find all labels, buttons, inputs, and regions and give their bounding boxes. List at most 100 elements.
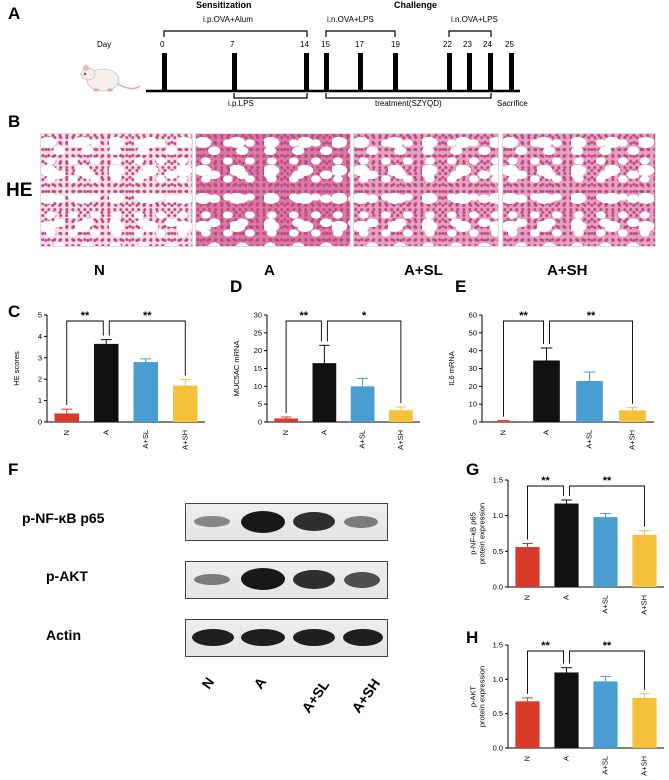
x-tick-label: N xyxy=(281,430,290,435)
significance-bracket xyxy=(527,650,564,694)
he-stain-label: HE xyxy=(6,180,33,201)
blot-strip-actin xyxy=(185,619,388,657)
panel-letter-d: D xyxy=(230,277,243,296)
panel-letter-g: G xyxy=(466,460,480,479)
significance-label: ** xyxy=(519,310,528,322)
panel-letter-a: A xyxy=(8,4,21,23)
y-axis-label: p-NF-κB p65 xyxy=(469,512,478,555)
y-tick-label: 5 xyxy=(38,311,42,320)
y-tick-label: 1.0 xyxy=(493,511,503,520)
group-label-a-sh: A+SH xyxy=(547,262,588,279)
bar xyxy=(94,343,119,422)
y-tick-label: 25 xyxy=(254,328,262,337)
y-tick-label: 20 xyxy=(469,382,477,391)
blot-lane-labels: N A A+SL A+SH xyxy=(198,674,383,716)
blot-lane-label-a: A xyxy=(250,674,269,691)
timeline-brackets xyxy=(163,30,492,99)
x-tick-label: N xyxy=(62,430,71,435)
y-tick-label: 0 xyxy=(38,418,42,427)
y-tick-label: 1.0 xyxy=(493,675,503,684)
histology-image-a-sl xyxy=(353,133,499,247)
y-tick-label: 15 xyxy=(254,364,262,373)
significance-label: ** xyxy=(587,310,596,322)
bar xyxy=(533,360,560,422)
significance-label: ** xyxy=(143,310,152,322)
bar xyxy=(593,517,618,587)
blot-strip-p-nfkb-p65 xyxy=(185,503,388,541)
x-tick-label: N xyxy=(523,756,532,761)
panel-letter-b: B xyxy=(8,112,21,131)
x-tick-label: A+SH xyxy=(396,430,405,450)
y-tick-label: 0 xyxy=(473,418,477,427)
y-tick-label: 0.0 xyxy=(493,744,503,753)
y-tick-label: 10 xyxy=(469,400,477,409)
group-label-a: A xyxy=(264,262,275,279)
day-tick-23: 23 xyxy=(463,40,472,49)
y-tick-label: 4 xyxy=(38,332,42,341)
significance-bracket xyxy=(285,320,322,414)
day-tick-7: 7 xyxy=(230,40,235,49)
chart-p-nfkb-p65-expression: 0.0 0.5 1.0 1.5 p-NF-κB p65 protein expressio… xyxy=(469,475,664,615)
blot-lane-label-a-sh: A+SH xyxy=(348,676,383,716)
bar xyxy=(593,681,618,748)
sensitization-label: Sensitization xyxy=(196,0,252,10)
y-tick-label: 20 xyxy=(254,346,262,355)
day-label: Day xyxy=(97,40,112,49)
y-tick-label: 3 xyxy=(38,353,42,362)
histology-image-n xyxy=(40,133,193,247)
day-tick-24: 24 xyxy=(483,40,492,49)
bar xyxy=(576,380,603,422)
significance-bracket xyxy=(108,320,186,376)
in-ova-lps-label-1: i.n.OVA+LPS xyxy=(327,15,374,24)
blot-label-p-nfkb-p65: p-NF-κB p65 xyxy=(22,510,105,526)
x-tick-label: N xyxy=(499,430,508,435)
x-tick-label: A xyxy=(542,430,551,435)
day-tick-19: 19 xyxy=(391,40,400,49)
bar xyxy=(490,421,517,422)
blot-lane-label-a-sl: A+SL xyxy=(298,677,332,716)
y-tick-label: 10 xyxy=(254,382,262,391)
y-axis-label: p-AKT xyxy=(469,685,478,707)
y-tick-label: 0.5 xyxy=(493,709,503,718)
x-tick-label: A+SH xyxy=(628,430,637,450)
significance-bracket xyxy=(66,320,104,406)
mouse-icon xyxy=(80,65,141,92)
bar xyxy=(350,386,375,422)
y-axis-label: protein expression xyxy=(478,503,487,564)
significance-label: ** xyxy=(603,475,612,487)
y-axis-label: IL6 mRNA xyxy=(447,351,456,386)
timeline-graphic xyxy=(80,30,520,99)
y-tick-label: 0 xyxy=(258,418,262,427)
y-tick-label: 60 xyxy=(469,311,477,320)
significance-bracket xyxy=(569,650,645,690)
y-tick-label: 40 xyxy=(469,346,477,355)
panel-letter-f: F xyxy=(8,460,19,479)
panel-letter-e: E xyxy=(455,277,467,296)
significance-label: ** xyxy=(603,640,612,652)
timeline-ticks xyxy=(162,53,514,90)
significance-bracket xyxy=(503,320,544,417)
y-tick-label: 0.0 xyxy=(493,583,503,592)
significance-bracket xyxy=(527,485,564,540)
y-tick-label: 0.5 xyxy=(493,547,503,556)
significance-label: ** xyxy=(81,310,90,322)
x-tick-label: A+SH xyxy=(180,430,189,450)
day-tick-15: 15 xyxy=(321,40,330,49)
group-label-a-sl: A+SL xyxy=(404,262,443,279)
bar xyxy=(274,418,298,422)
challenge-label: Challenge xyxy=(394,0,438,10)
bar xyxy=(312,363,337,422)
chart-he-scores: 0 1 2 3 4 5 HE scores N A A+SL A+SH ** ** xyxy=(12,310,205,450)
bar xyxy=(619,410,646,422)
y-tick-label: 2 xyxy=(38,375,42,384)
blot-label-actin: Actin xyxy=(46,627,81,643)
significance-label: ** xyxy=(299,310,308,322)
significance-label: ** xyxy=(541,640,550,652)
bar xyxy=(632,534,657,587)
bar xyxy=(173,385,198,422)
ip-lps-label: i.p.LPS xyxy=(228,99,254,108)
y-tick-label: 30 xyxy=(254,311,262,320)
blot-lane-label-n: N xyxy=(198,674,217,691)
y-tick-label: 5 xyxy=(258,400,262,409)
